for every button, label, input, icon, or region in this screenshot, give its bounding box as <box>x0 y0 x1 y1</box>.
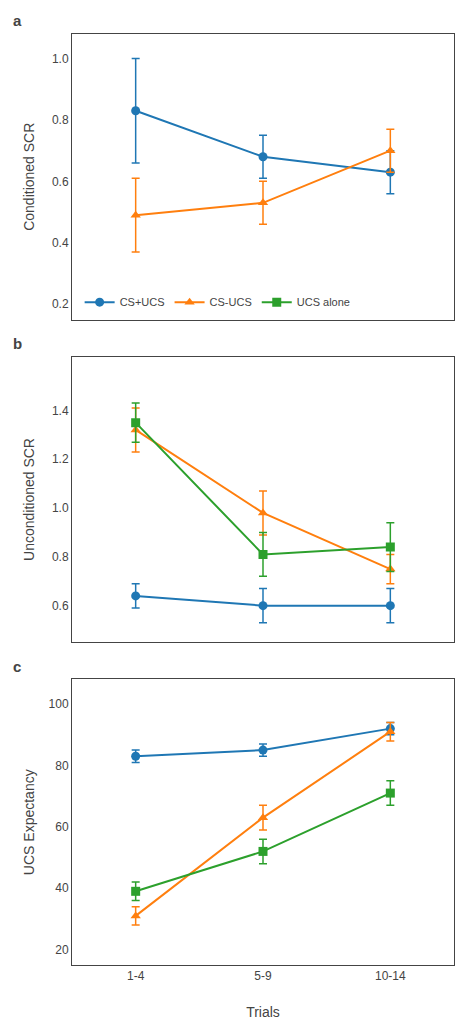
svg-text:1.0: 1.0 <box>52 501 69 515</box>
svg-text:100: 100 <box>49 697 69 711</box>
svg-text:a: a <box>13 12 22 29</box>
svg-text:1.0: 1.0 <box>52 52 69 66</box>
svg-text:1-4: 1-4 <box>127 969 145 983</box>
svg-text:40: 40 <box>55 881 69 895</box>
svg-text:60: 60 <box>55 820 69 834</box>
svg-text:UCS Expectancy: UCS Expectancy <box>21 769 37 875</box>
svg-text:Trials: Trials <box>246 1004 280 1020</box>
svg-text:10-14: 10-14 <box>375 969 406 983</box>
svg-text:0.4: 0.4 <box>52 236 69 250</box>
svg-text:b: b <box>13 335 22 352</box>
svg-text:0.2: 0.2 <box>52 297 69 311</box>
svg-text:0.8: 0.8 <box>52 113 69 127</box>
svg-text:0.8: 0.8 <box>52 550 69 564</box>
svg-text:0.6: 0.6 <box>52 175 69 189</box>
svg-text:Conditioned SCR: Conditioned SCR <box>21 123 37 231</box>
svg-text:1.2: 1.2 <box>52 452 69 466</box>
svg-text:80: 80 <box>55 759 69 773</box>
svg-text:UCS alone: UCS alone <box>297 296 350 308</box>
svg-text:c: c <box>13 658 21 675</box>
svg-text:20: 20 <box>55 943 69 957</box>
svg-text:5-9: 5-9 <box>254 969 272 983</box>
svg-text:Unconditioned SCR: Unconditioned SCR <box>21 438 37 561</box>
svg-text:CS-UCS: CS-UCS <box>210 296 252 308</box>
svg-text:1.4: 1.4 <box>52 404 69 418</box>
svg-text:CS+UCS: CS+UCS <box>120 296 165 308</box>
svg-text:0.6: 0.6 <box>52 599 69 613</box>
